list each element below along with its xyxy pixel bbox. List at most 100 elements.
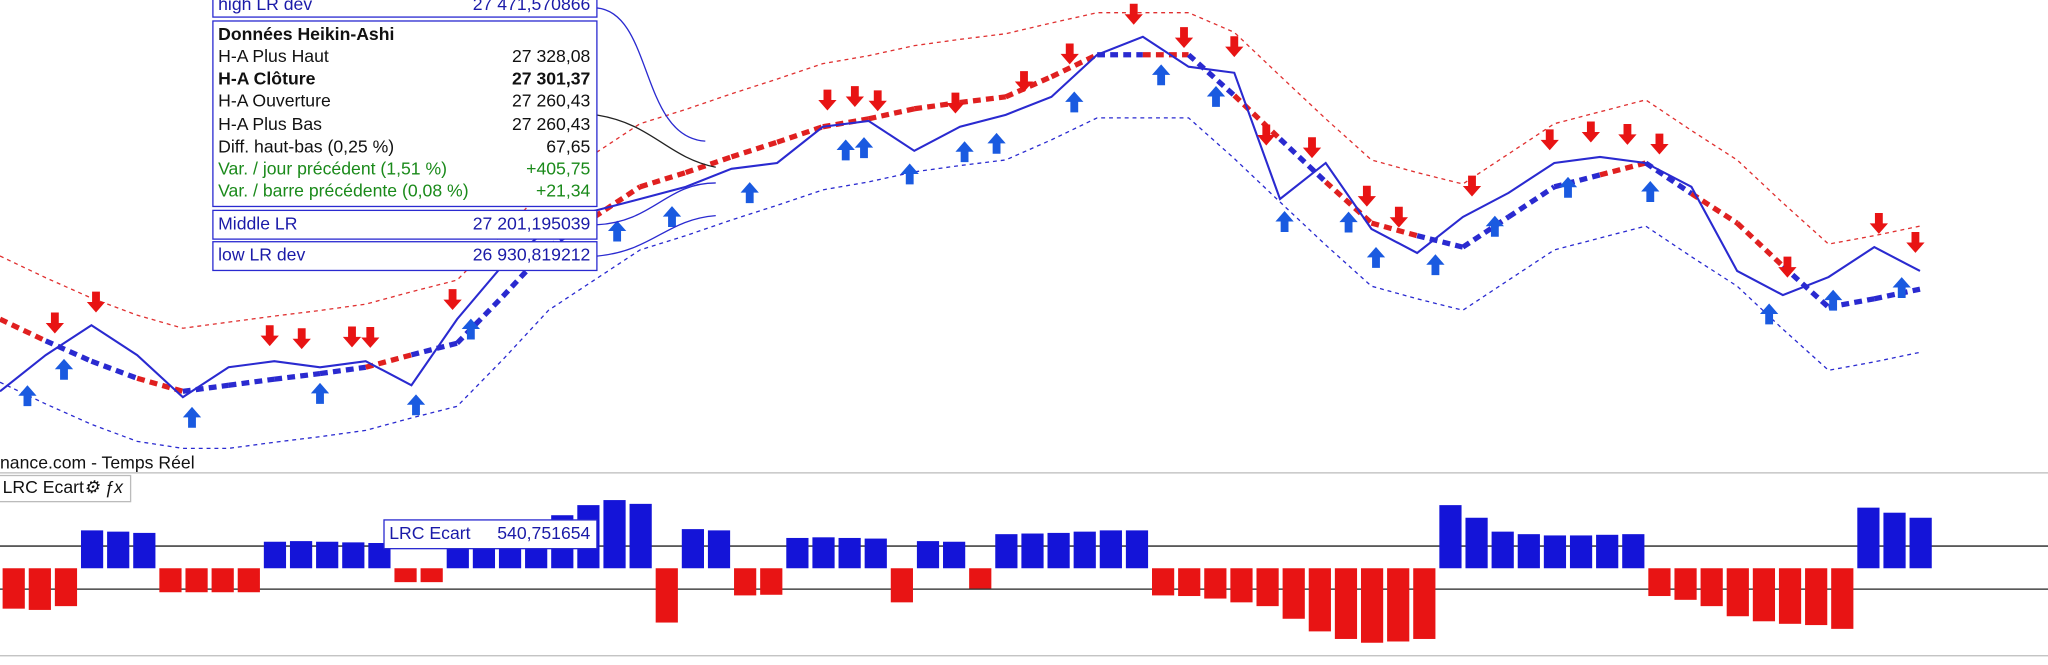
- buy-arrow: [608, 220, 627, 242]
- histogram-bar: [812, 537, 835, 569]
- histogram-bar: [943, 541, 966, 569]
- sell-arrow: [361, 327, 380, 348]
- middle-lr-segment: [1050, 52, 1099, 80]
- sell-arrow: [45, 312, 64, 334]
- connector: [596, 214, 716, 257]
- histogram-bar: [1883, 512, 1906, 569]
- histogram-bar: [1073, 531, 1096, 569]
- source-label: nance.com - Temps Réel: [0, 452, 195, 472]
- histogram-bar: [1517, 534, 1540, 569]
- buy-arrow: [740, 182, 759, 204]
- histogram-bar: [1543, 535, 1567, 569]
- middle-lr-segment: [1370, 220, 1418, 239]
- value: 27 201,195039: [473, 213, 591, 233]
- histogram-bar: [1413, 568, 1436, 639]
- buy-arrow: [18, 385, 37, 407]
- label: Diff. haut-bas (0,25 %): [218, 136, 394, 156]
- tooltip-box: [212, 0, 598, 18]
- middle-lr-segment: [776, 124, 824, 145]
- label: H-A Clôture: [218, 68, 315, 88]
- histogram-bar: [1360, 568, 1384, 643]
- histogram-bar: [1178, 568, 1201, 597]
- histogram-bar: [1674, 568, 1697, 600]
- histogram-bar: [1439, 505, 1462, 569]
- histogram-bar: [1831, 568, 1854, 629]
- value: 27 471,570866: [473, 0, 591, 14]
- histogram-bar: [1648, 568, 1671, 597]
- histogram-bar: [1857, 507, 1880, 569]
- sell-arrow: [1869, 212, 1888, 234]
- middle-lr-segment: [410, 340, 458, 358]
- buy-arrow: [1641, 181, 1660, 202]
- buy-arrow: [662, 206, 682, 228]
- indicator-value: 540,751654: [497, 523, 590, 543]
- histogram-bar: [969, 568, 992, 589]
- indicator-box: [383, 519, 598, 550]
- tooltip-box: [212, 209, 598, 240]
- middle-lr-segment: [913, 99, 961, 112]
- histogram-bar: [1282, 568, 1305, 619]
- histogram-bar: [1778, 568, 1802, 624]
- histogram-bar: [838, 537, 861, 569]
- histogram-bar: [1491, 531, 1514, 569]
- tooltip-title: Données Heikin-Ashi: [218, 24, 394, 44]
- histogram-bar: [80, 530, 104, 569]
- histogram-bar: [1099, 530, 1122, 569]
- sell-arrow: [946, 92, 965, 114]
- histogram-bar: [1596, 534, 1619, 569]
- buy-arrow: [182, 406, 202, 428]
- middle-lr-segment: [1004, 74, 1053, 100]
- histogram-bar: [1125, 530, 1149, 569]
- histogram-bar: [211, 568, 234, 593]
- buy-arrow: [955, 141, 974, 163]
- sell-arrow: [1778, 256, 1797, 278]
- tooltip-box: [212, 241, 598, 272]
- label: Var. / jour précédent (1,51 %): [218, 159, 447, 179]
- value: 26 930,819212: [473, 245, 591, 265]
- sell-arrow: [1650, 133, 1669, 155]
- middle-lr-segment: [959, 94, 1007, 106]
- middle-lr-segment: [228, 376, 275, 388]
- histogram-bar: [864, 538, 887, 569]
- buy-arrow: [1275, 211, 1294, 232]
- connector: [596, 114, 716, 168]
- buy-arrow: [1485, 215, 1504, 237]
- tool-icon[interactable]: ⚙ ƒx: [84, 477, 124, 497]
- histogram-bar: [916, 541, 940, 569]
- histogram-bar: [1204, 568, 1227, 599]
- middle-lr-segment: [684, 154, 733, 176]
- value: 27 260,43: [512, 91, 591, 111]
- histogram-bar: [2, 568, 25, 609]
- histogram-bar: [263, 541, 287, 569]
- histogram-bar: [237, 568, 260, 593]
- middle-lr-segment: [182, 382, 229, 394]
- middle-lr-segment: [90, 358, 139, 381]
- middle-lr-segment: [1278, 137, 1328, 184]
- sell-arrow: [1389, 206, 1408, 228]
- middle-lr-segment: [44, 338, 93, 364]
- buy-arrow: [1426, 254, 1445, 276]
- histogram-bar: [1334, 568, 1358, 639]
- value: 27 260,43: [512, 114, 591, 134]
- buy-arrow: [836, 139, 855, 161]
- sell-arrow: [443, 289, 462, 311]
- sell-arrow: [1124, 3, 1143, 25]
- buy-arrow: [854, 137, 874, 159]
- sell-arrow: [1618, 123, 1637, 145]
- middle-lr-segment: [1416, 233, 1464, 250]
- label: low LR dev: [218, 245, 305, 265]
- buy-arrow: [1366, 246, 1386, 268]
- sell-arrow: [1906, 232, 1925, 253]
- buy-arrow: [310, 382, 330, 404]
- histogram-bar: [1752, 568, 1776, 622]
- panel-label-box: [0, 474, 132, 503]
- histogram: [2, 500, 1932, 643]
- middle-lr-segment: [273, 370, 321, 382]
- label: H-A Plus Bas: [218, 114, 322, 134]
- middle-lr-segment: [868, 106, 915, 122]
- histogram-bar: [1152, 568, 1175, 596]
- sell-arrow: [1174, 27, 1194, 49]
- price-line: [0, 35, 1921, 399]
- value: +405,75: [526, 159, 590, 179]
- histogram-bar: [1308, 568, 1331, 632]
